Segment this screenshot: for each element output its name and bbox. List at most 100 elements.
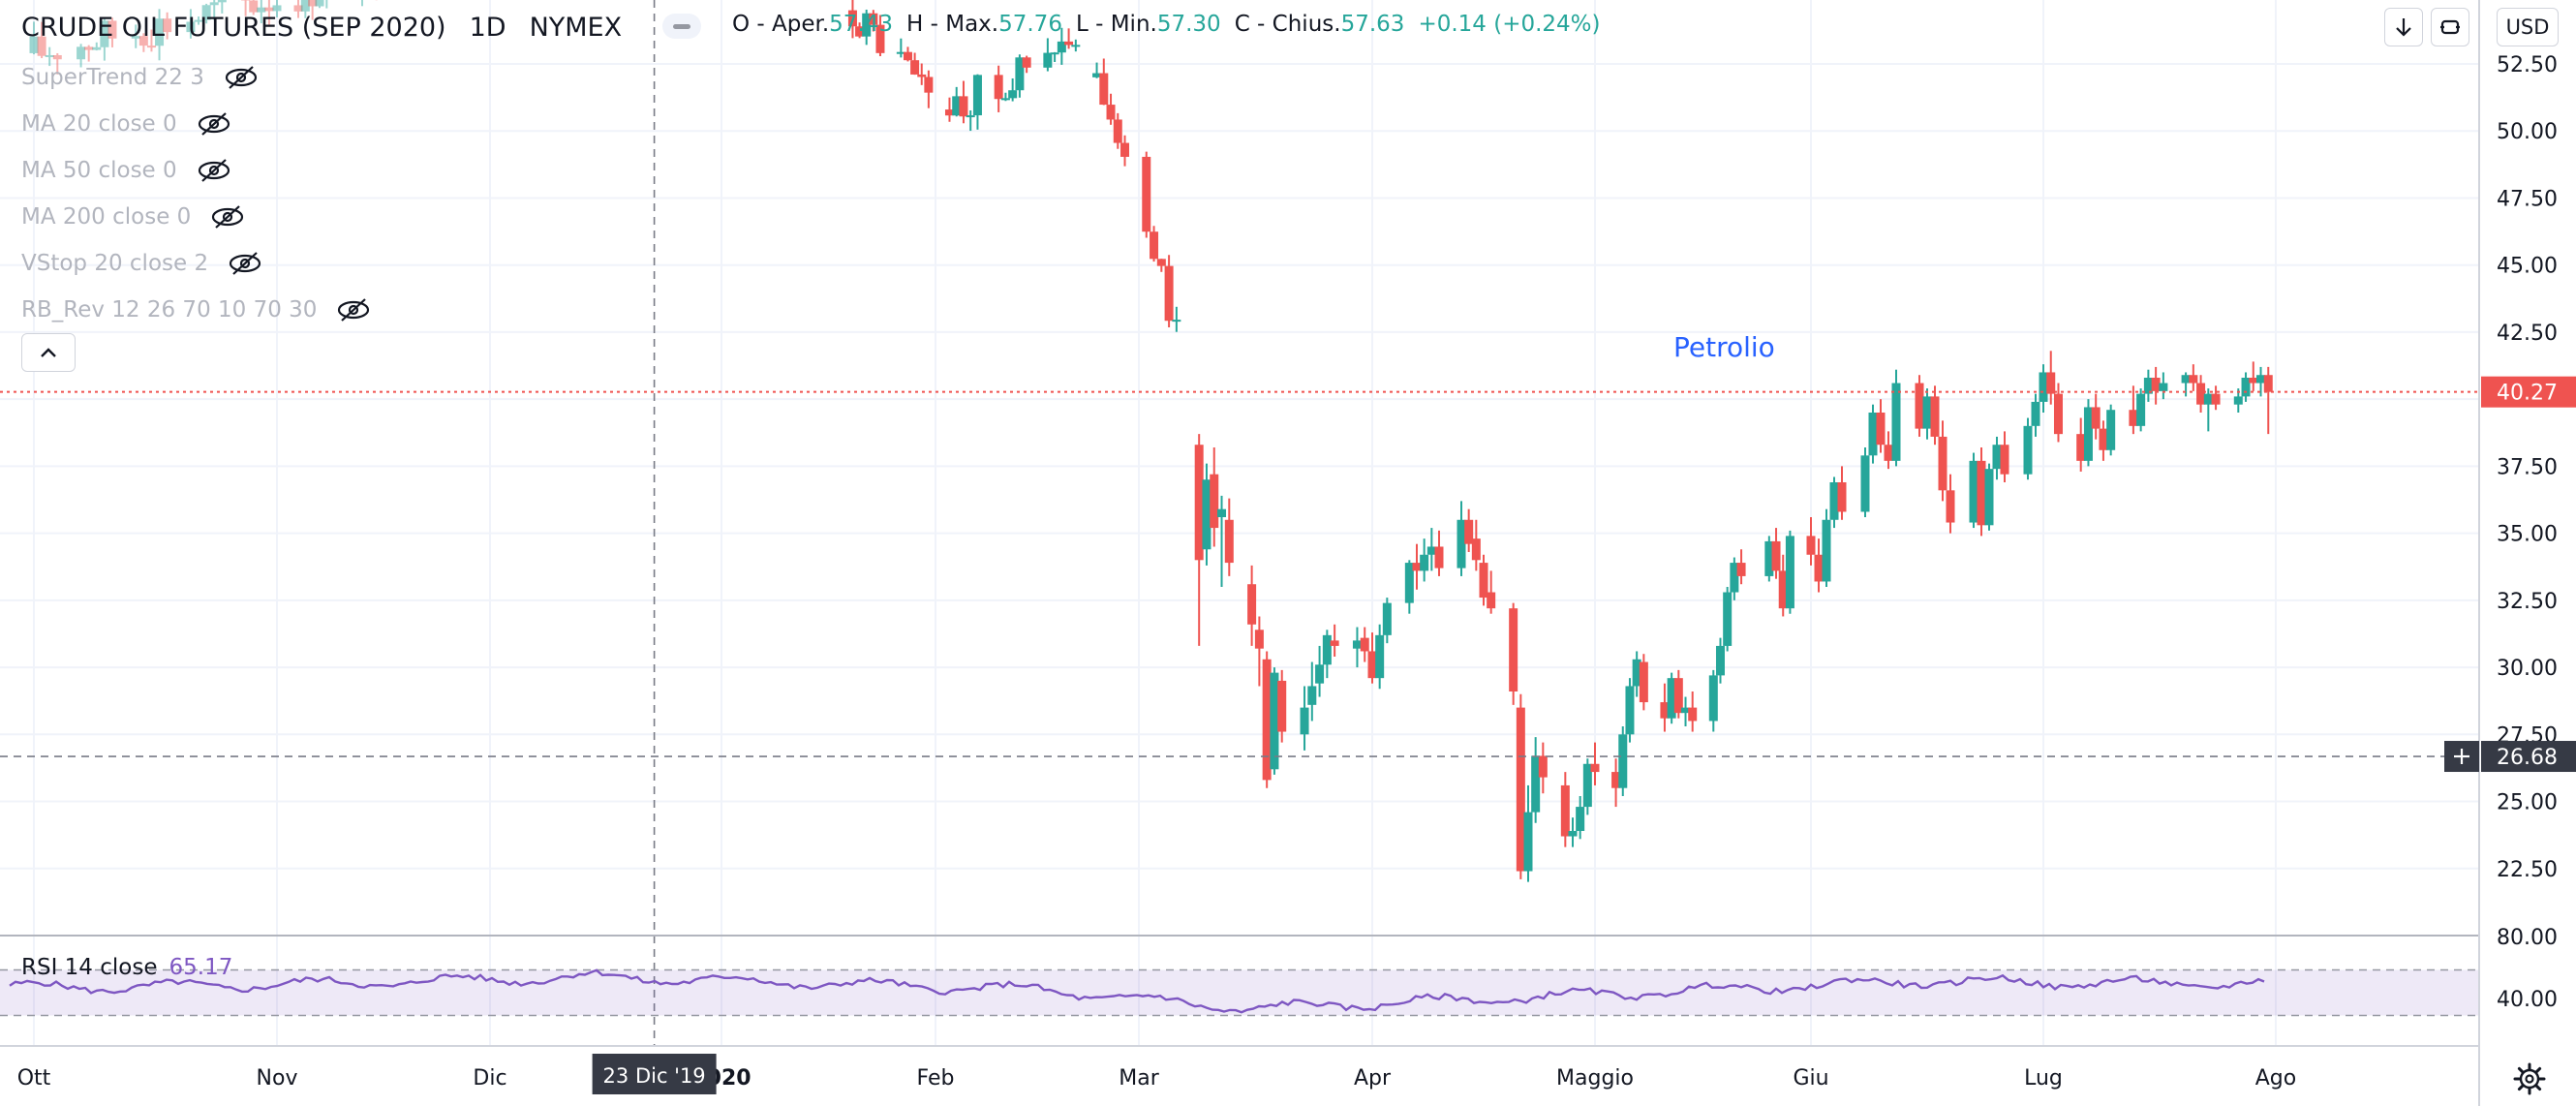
candle-body[interactable] — [1688, 707, 1698, 722]
candle-body[interactable] — [217, 0, 227, 3]
candle[interactable] — [2143, 369, 2153, 402]
scroll-to-realtime-button[interactable] — [2384, 8, 2423, 46]
candle[interactable] — [1315, 645, 1325, 697]
candle-body[interactable] — [2000, 445, 2009, 475]
candle[interactable] — [1382, 598, 1392, 644]
candle-body[interactable] — [1071, 45, 1081, 47]
candle[interactable] — [1050, 51, 1059, 62]
candle-body[interactable] — [972, 75, 982, 116]
candle[interactable] — [138, 33, 148, 52]
candle-body[interactable] — [146, 46, 156, 48]
candle-body[interactable] — [847, 10, 857, 27]
candle[interactable] — [1590, 742, 1600, 785]
candle[interactable] — [1778, 554, 1788, 617]
candle[interactable] — [1938, 420, 1947, 502]
candle[interactable] — [1673, 669, 1683, 719]
candle[interactable] — [1922, 388, 1932, 440]
rsi-pane[interactable] — [0, 935, 2479, 1017]
candle[interactable] — [52, 52, 62, 75]
candle[interactable] — [1224, 498, 1234, 576]
candle-body[interactable] — [1992, 445, 2002, 470]
candle[interactable] — [910, 52, 920, 76]
candle[interactable] — [257, 0, 266, 24]
candle-body[interactable] — [308, 0, 318, 7]
candle-body[interactable] — [92, 46, 102, 50]
candle[interactable] — [1064, 28, 1074, 49]
candle[interactable] — [1164, 255, 1174, 328]
candle[interactable] — [2196, 375, 2206, 413]
rsi-legend[interactable]: RSI 14 close 65.17 — [21, 955, 232, 980]
candle[interactable] — [2159, 372, 2168, 400]
candle[interactable] — [862, 9, 872, 46]
candle-body[interactable] — [1426, 546, 1436, 555]
candle-body[interactable] — [1730, 563, 1739, 593]
candle-body[interactable] — [1367, 651, 1377, 679]
interval-label[interactable]: 1D — [469, 12, 506, 43]
eye-crossed-icon[interactable] — [226, 251, 264, 276]
candle-body[interactable] — [1254, 630, 1264, 649]
candle-body[interactable] — [52, 54, 62, 60]
candle-body[interactable] — [272, 5, 282, 12]
candle-body[interactable] — [959, 96, 968, 117]
candle[interactable] — [1806, 517, 1816, 566]
candle-body[interactable] — [1884, 445, 1893, 461]
candle-body[interactable] — [37, 36, 46, 56]
candle-body[interactable] — [1360, 637, 1369, 652]
candle[interactable] — [1000, 92, 1010, 102]
candle-body[interactable] — [2233, 396, 2243, 405]
candle-body[interactable] — [1412, 563, 1422, 571]
candle[interactable] — [2039, 364, 2048, 413]
candle-body[interactable] — [100, 20, 109, 47]
candle-body[interactable] — [1156, 259, 1166, 266]
candle[interactable] — [855, 22, 865, 39]
candle[interactable] — [1120, 135, 1130, 167]
candle-body[interactable] — [201, 5, 211, 20]
candle-body[interactable] — [249, 0, 259, 13]
candle-body[interactable] — [1194, 445, 1204, 561]
candle-body[interactable] — [1582, 763, 1592, 808]
candle-body[interactable] — [264, 7, 274, 12]
eye-crossed-icon[interactable] — [222, 65, 261, 90]
candle-body[interactable] — [1057, 41, 1066, 53]
candle-body[interactable] — [1590, 763, 1600, 773]
candle[interactable] — [2099, 420, 2108, 461]
candle[interactable] — [2203, 388, 2213, 432]
candle-body[interactable] — [1576, 807, 1585, 831]
eye-crossed-icon[interactable] — [195, 111, 233, 137]
candle-body[interactable] — [994, 75, 1003, 100]
candle-body[interactable] — [1420, 554, 1429, 571]
candle[interactable] — [1891, 369, 1901, 467]
candle[interactable] — [249, 0, 259, 15]
candle-body[interactable] — [1050, 52, 1059, 55]
candle[interactable] — [2129, 385, 2138, 435]
candle[interactable] — [1202, 463, 1211, 566]
candle-body[interactable] — [875, 24, 885, 53]
candle[interactable] — [924, 70, 934, 108]
candle-body[interactable] — [1404, 563, 1414, 603]
candle-body[interactable] — [2129, 410, 2138, 426]
candle-body[interactable] — [1457, 519, 1466, 568]
candle[interactable] — [1487, 570, 1496, 614]
candle[interactable] — [1829, 476, 1839, 529]
candle-body[interactable] — [1043, 52, 1053, 68]
candle[interactable] — [1057, 27, 1066, 65]
candle[interactable] — [875, 15, 885, 57]
candle[interactable] — [2181, 372, 2191, 397]
candle-body[interactable] — [1113, 119, 1122, 143]
candle[interactable] — [1582, 758, 1592, 815]
candle[interactable] — [869, 10, 878, 32]
indicator-supertrend[interactable]: SuperTrend 22 3 — [21, 54, 373, 101]
candle[interactable] — [37, 21, 46, 59]
candle[interactable] — [952, 86, 962, 117]
candle[interactable] — [2031, 393, 2040, 437]
candle[interactable] — [972, 74, 982, 130]
symbol-title[interactable]: CRUDE OIL FUTURES (SEP 2020) — [21, 12, 446, 43]
candle[interactable] — [1568, 817, 1578, 847]
candle-body[interactable] — [2046, 372, 2056, 394]
candle[interactable] — [163, 12, 172, 40]
candle[interactable] — [1516, 693, 1525, 879]
candle-body[interactable] — [1891, 383, 1901, 461]
candle-body[interactable] — [2076, 434, 2086, 461]
candle-body[interactable] — [2039, 372, 2048, 402]
candle-body[interactable] — [1708, 675, 1718, 722]
